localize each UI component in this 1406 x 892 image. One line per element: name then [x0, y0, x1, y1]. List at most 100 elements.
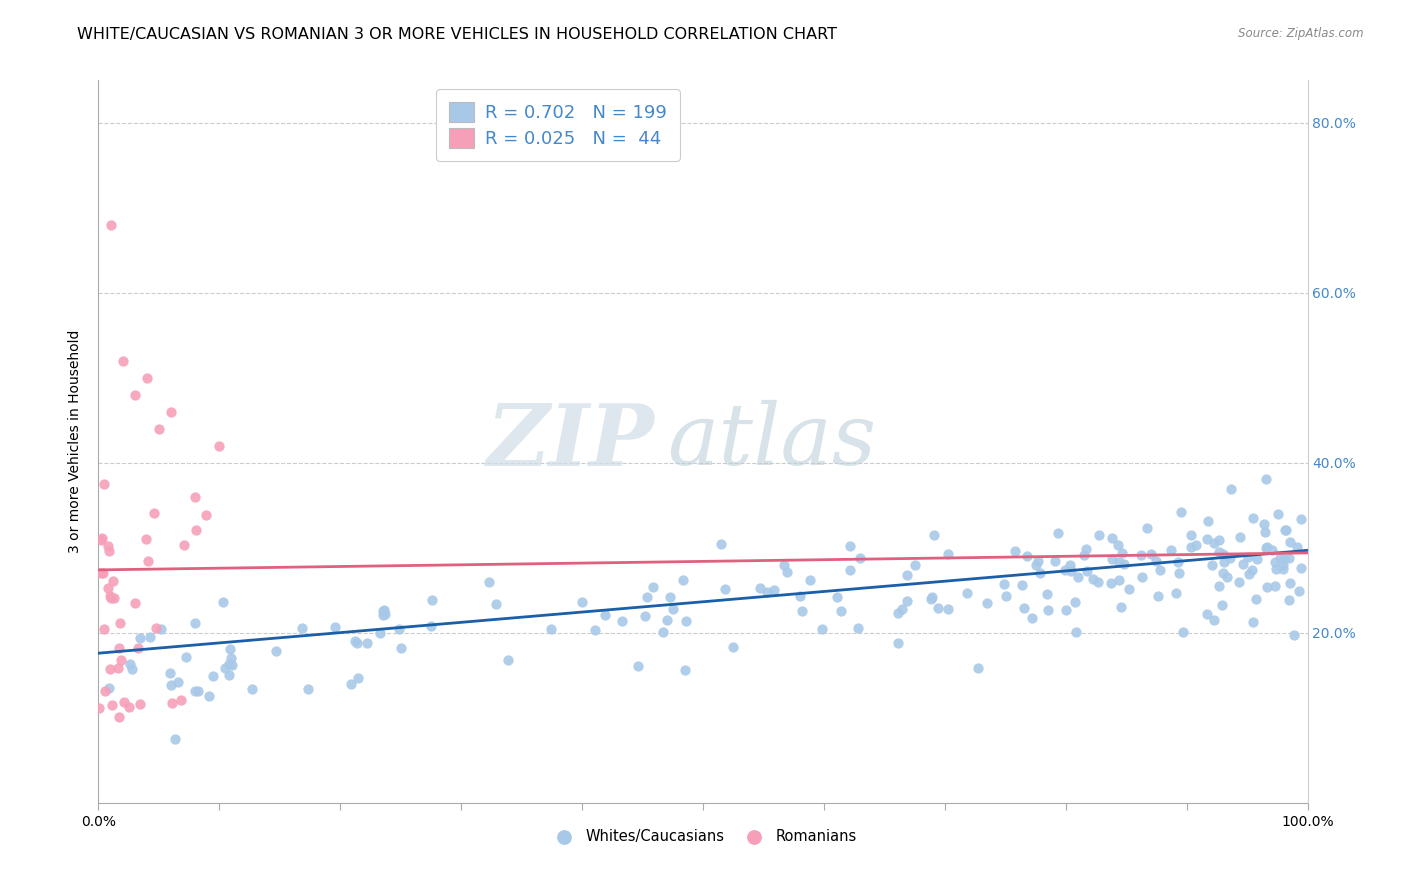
Point [356, 635, 378, 649]
Point [186, 523, 208, 537]
Point [1025, 558, 1047, 573]
Point [1241, 510, 1264, 524]
Point [1028, 554, 1050, 568]
Point [1164, 586, 1187, 600]
Point [772, 558, 794, 573]
Point [830, 604, 852, 618]
Point [291, 622, 314, 636]
Point [922, 528, 945, 542]
Point [135, 371, 157, 385]
Point [1256, 540, 1278, 554]
Point [340, 677, 363, 691]
Point [657, 613, 679, 627]
Point [128, 632, 150, 646]
Point [1229, 530, 1251, 544]
Point [218, 667, 240, 681]
Point [1087, 574, 1109, 589]
Point [184, 490, 207, 504]
Point [1212, 547, 1234, 561]
Point [214, 661, 236, 675]
Point [1036, 603, 1059, 617]
Point [1180, 540, 1202, 554]
Point [148, 422, 170, 436]
Point [1149, 563, 1171, 577]
Point [1279, 534, 1302, 549]
Point [419, 619, 441, 633]
Point [87, 701, 110, 715]
Point [904, 558, 927, 573]
Point [1197, 607, 1219, 622]
Point [886, 636, 908, 650]
Point [1289, 512, 1312, 526]
Point [1130, 549, 1153, 563]
Point [208, 439, 231, 453]
Point [1278, 575, 1301, 590]
Point [1202, 536, 1225, 550]
Point [1014, 601, 1036, 615]
Point [478, 575, 501, 590]
Point [1160, 543, 1182, 558]
Point [1213, 555, 1236, 569]
Point [612, 614, 634, 628]
Point [1264, 579, 1286, 593]
Point [297, 681, 319, 696]
Point [100, 591, 122, 606]
Text: Source: ZipAtlas.com: Source: ZipAtlas.com [1239, 27, 1364, 40]
Point [846, 621, 869, 635]
Point [994, 589, 1017, 603]
Point [1073, 548, 1095, 562]
Point [170, 692, 193, 706]
Point [1173, 624, 1195, 639]
Point [1212, 566, 1234, 580]
Point [107, 661, 129, 675]
Point [110, 653, 132, 667]
Point [1239, 566, 1261, 581]
Point [1288, 584, 1310, 599]
Point [1272, 558, 1295, 572]
Point [94, 683, 117, 698]
Point [101, 574, 124, 589]
Point [1267, 507, 1289, 521]
Point [714, 582, 737, 596]
Point [1064, 595, 1087, 609]
Point [211, 594, 233, 608]
Point [1101, 531, 1123, 545]
Point [1064, 625, 1087, 640]
Point [198, 689, 221, 703]
Point [195, 508, 218, 523]
Point [90, 532, 112, 546]
Legend: Whites/Caucasians, Romanians: Whites/Caucasians, Romanians [543, 823, 863, 850]
Point [775, 566, 797, 580]
Point [1108, 555, 1130, 569]
Point [634, 609, 657, 624]
Point [1076, 542, 1098, 557]
Point [167, 674, 190, 689]
Point [221, 658, 243, 673]
Point [838, 539, 860, 553]
Point [1047, 526, 1070, 541]
Point [1067, 570, 1090, 584]
Point [1236, 549, 1258, 564]
Point [1140, 548, 1163, 562]
Text: atlas: atlas [666, 401, 876, 483]
Point [159, 678, 181, 692]
Point [266, 644, 288, 658]
Point [1244, 591, 1267, 606]
Point [921, 591, 943, 605]
Point [174, 650, 197, 665]
Point [920, 592, 942, 607]
Point [120, 657, 142, 672]
Point [422, 593, 444, 607]
Point [160, 405, 183, 419]
Point [1107, 538, 1129, 552]
Point [496, 653, 519, 667]
Point [97, 540, 120, 554]
Point [1254, 541, 1277, 556]
Point [344, 634, 367, 648]
Point [1232, 557, 1254, 571]
Point [1011, 578, 1033, 592]
Point [1130, 570, 1153, 584]
Point [371, 604, 394, 618]
Point [1170, 505, 1192, 519]
Point [129, 698, 152, 712]
